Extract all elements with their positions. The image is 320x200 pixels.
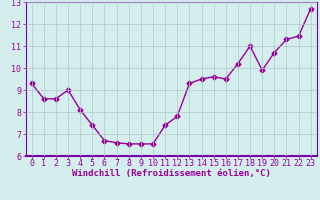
X-axis label: Windchill (Refroidissement éolien,°C): Windchill (Refroidissement éolien,°C) — [72, 169, 271, 178]
